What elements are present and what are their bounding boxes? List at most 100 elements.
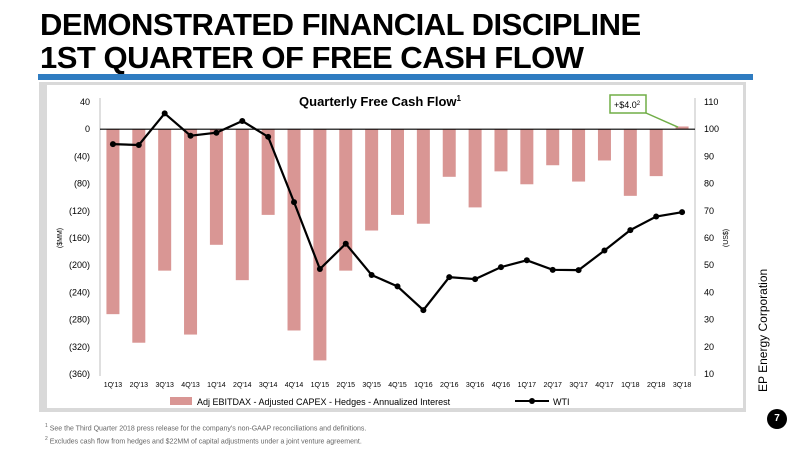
y2-tick-label: 40 [704,287,714,297]
wti-point [316,266,323,273]
x-tick-label: 3Q'14 [259,382,278,389]
wti-point [368,271,375,278]
x-tick-label: 3Q'15 [362,382,381,389]
y-tick-label: (360) [69,369,90,379]
y-tick-label: (80) [74,179,90,189]
y2-tick-label: 90 [704,151,714,161]
legend-label-bars: Adj EBITDAX - Adjusted CAPEX - Hedges - … [197,397,451,407]
x-tick-label: 1Q'14 [207,382,226,389]
bar [468,129,482,208]
wti-point [549,266,556,273]
x-tick-label: 1Q'16 [414,382,433,389]
bar [416,129,430,224]
wti-point [523,257,530,264]
wti-point [394,283,401,290]
wti-point [213,129,220,136]
x-tick-label: 4Q'15 [388,382,407,389]
y-tick-label: (240) [69,287,90,297]
bar [209,129,223,245]
company-name: EP Energy Corporation [756,268,770,392]
wti-point [420,307,427,314]
x-tick-label: 3Q'16 [466,382,485,389]
y2-tick-label: 60 [704,233,714,243]
bar [649,129,663,177]
y2-tick-label: 100 [704,124,719,134]
y-tick-label: (160) [69,233,90,243]
callout-box [609,94,647,114]
wti-point [653,213,660,220]
wti-point [135,141,142,148]
x-tick-label: 1Q'15 [311,382,330,389]
y2-tick-label: 10 [704,369,714,379]
bar [106,129,120,315]
footnotes: 1 See the Third Quarter 2018 press relea… [45,421,366,448]
page-title: DEMONSTRATED FINANCIAL DISCIPLINE 1ST QU… [40,8,641,74]
x-tick-label: 1Q'13 [104,382,123,389]
wti-point [291,199,298,206]
wti-point [161,110,168,117]
y-tick-label: (40) [74,151,90,161]
bar [132,129,146,343]
x-tick-label: 3Q'18 [673,382,692,389]
y-tick-label: (280) [69,315,90,325]
wti-point [239,118,246,125]
legend-label-wti: WTI [553,397,570,407]
x-tick-label: 3Q'17 [569,382,588,389]
callout-label: +$4.02 [614,100,641,110]
x-tick-label: 4Q'14 [285,382,304,389]
bar [623,129,637,196]
x-tick-label: 4Q'13 [181,382,200,389]
bar [339,129,353,271]
bar [675,126,689,130]
wti-point [265,133,272,140]
x-tick-label: 2Q'18 [647,382,666,389]
y-tick-label: 0 [85,124,90,134]
x-tick-label: 1Q'17 [518,382,537,389]
x-tick-label: 2Q'16 [440,382,459,389]
x-tick-label: 4Q'17 [595,382,614,389]
x-tick-label: 1Q'18 [621,382,640,389]
y-tick-label: 40 [80,97,90,107]
bar [442,129,456,177]
bar [391,129,404,215]
wti-point [627,227,634,234]
bar [546,129,560,166]
x-tick-label: 2Q'14 [233,382,252,389]
callout-pointer [645,112,679,128]
y2-tick-label: 50 [704,260,714,270]
wti-point [497,264,504,271]
bar [597,129,611,161]
x-tick-label: 3Q'13 [155,382,174,389]
y2-tick-label: 70 [704,206,714,216]
y2-tick-label: 80 [704,179,714,189]
wti-point [342,240,349,247]
wti-point [446,274,453,281]
bar [235,129,249,281]
wti-point [472,276,479,283]
legend-swatch-bars [170,397,192,405]
x-tick-label: 4Q'16 [492,382,511,389]
y-tick-label: (320) [69,342,90,352]
y2-tick-label: 30 [704,315,714,325]
x-tick-label: 2Q'17 [543,382,562,389]
footnote-2: 2 Excludes cash flow from hedges and $22… [45,436,362,446]
bar [365,129,379,231]
x-tick-label: 2Q'15 [337,382,356,389]
wti-point [575,267,582,274]
x-tick-label: 2Q'13 [130,382,149,389]
wti-point [187,132,194,139]
wti-point [601,247,608,254]
wti-point [109,141,116,148]
title-line-1: DEMONSTRATED FINANCIAL DISCIPLINE [40,7,641,42]
bar [572,129,586,182]
wti-point [679,209,686,216]
title-underline [38,74,753,80]
bar [261,129,275,215]
y2-axis-label: (US$) [723,229,730,247]
bar [313,129,327,361]
bar [494,129,508,172]
page-number: 7 [767,409,787,429]
bar [158,129,172,271]
y-axis-label: ($MM) [57,228,64,248]
